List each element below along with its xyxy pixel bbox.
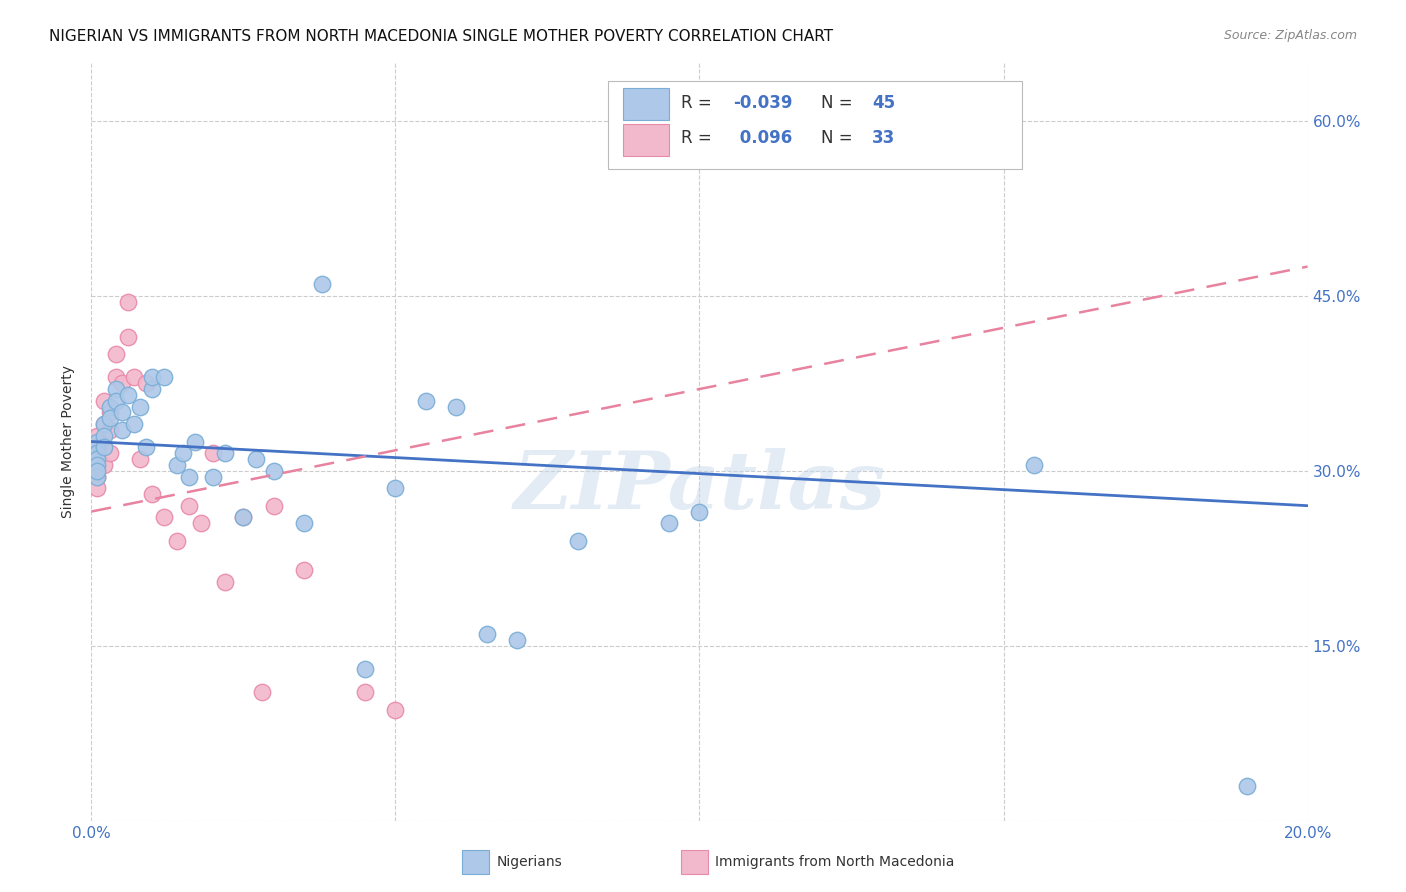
Point	[245, 452, 267, 467]
Point	[117, 388, 139, 402]
Point	[153, 370, 176, 384]
Point	[190, 516, 212, 531]
Point	[93, 458, 115, 472]
Point	[1022, 458, 1045, 472]
Point	[177, 469, 200, 483]
Point	[86, 481, 108, 495]
Point	[93, 393, 115, 408]
Point	[86, 464, 108, 478]
Point	[86, 434, 108, 449]
Point	[98, 405, 121, 419]
Text: NIGERIAN VS IMMIGRANTS FROM NORTH MACEDONIA SINGLE MOTHER POVERTY CORRELATION CH: NIGERIAN VS IMMIGRANTS FROM NORTH MACEDO…	[49, 29, 834, 44]
FancyBboxPatch shape	[623, 88, 669, 120]
Point	[141, 487, 163, 501]
Text: N =: N =	[821, 129, 858, 147]
Point	[93, 428, 115, 442]
FancyBboxPatch shape	[463, 850, 489, 874]
Point	[104, 370, 127, 384]
Point	[93, 417, 115, 431]
Point	[250, 685, 273, 699]
Point	[311, 277, 333, 291]
Point	[384, 703, 406, 717]
Text: R =: R =	[682, 129, 717, 147]
Point	[86, 458, 108, 472]
Point	[214, 446, 236, 460]
Point	[292, 563, 315, 577]
Point	[104, 393, 127, 408]
Text: R =: R =	[682, 94, 717, 112]
Point	[86, 469, 108, 483]
Point	[688, 504, 710, 518]
Text: Nigerians: Nigerians	[496, 855, 562, 870]
Text: 0.096: 0.096	[734, 129, 792, 147]
Point	[444, 400, 467, 414]
Point	[111, 405, 134, 419]
Text: N =: N =	[821, 94, 858, 112]
Point	[202, 469, 225, 483]
Point	[172, 446, 194, 460]
Point	[98, 446, 121, 460]
Point	[98, 411, 121, 425]
Point	[86, 469, 108, 483]
Point	[86, 428, 108, 442]
Point	[354, 662, 377, 676]
Point	[415, 393, 437, 408]
Point	[122, 417, 145, 431]
Point	[384, 481, 406, 495]
Point	[166, 533, 188, 548]
Point	[117, 294, 139, 309]
Point	[141, 370, 163, 384]
Point	[98, 423, 121, 437]
Point	[104, 347, 127, 361]
Point	[153, 510, 176, 524]
Point	[263, 464, 285, 478]
Point	[111, 376, 134, 391]
Point	[129, 400, 152, 414]
Point	[475, 627, 498, 641]
Point	[214, 574, 236, 589]
Point	[567, 533, 589, 548]
Point	[111, 423, 134, 437]
Point	[135, 441, 157, 455]
Point	[86, 446, 108, 460]
FancyBboxPatch shape	[609, 81, 1022, 169]
Text: 33: 33	[872, 129, 896, 147]
Y-axis label: Single Mother Poverty: Single Mother Poverty	[62, 365, 76, 518]
FancyBboxPatch shape	[623, 124, 669, 156]
Point	[232, 510, 254, 524]
Point	[177, 499, 200, 513]
Point	[1236, 779, 1258, 793]
Point	[93, 417, 115, 431]
Point	[135, 376, 157, 391]
Point	[292, 516, 315, 531]
Point	[93, 441, 115, 455]
Point	[506, 632, 529, 647]
Point	[184, 434, 207, 449]
Point	[141, 382, 163, 396]
Point	[263, 499, 285, 513]
Point	[232, 510, 254, 524]
Text: ZIPatlas: ZIPatlas	[513, 449, 886, 525]
Point	[122, 370, 145, 384]
Point	[658, 516, 681, 531]
Point	[202, 446, 225, 460]
Text: Source: ZipAtlas.com: Source: ZipAtlas.com	[1223, 29, 1357, 42]
Text: 45: 45	[872, 94, 896, 112]
Point	[104, 382, 127, 396]
Point	[354, 685, 377, 699]
Point	[98, 400, 121, 414]
Point	[93, 441, 115, 455]
Text: Immigrants from North Macedonia: Immigrants from North Macedonia	[716, 855, 955, 870]
Point	[166, 458, 188, 472]
Point	[86, 441, 108, 455]
Point	[86, 452, 108, 467]
Point	[86, 458, 108, 472]
Point	[117, 329, 139, 343]
Point	[129, 452, 152, 467]
FancyBboxPatch shape	[682, 850, 709, 874]
Text: -0.039: -0.039	[734, 94, 793, 112]
Point	[86, 441, 108, 455]
